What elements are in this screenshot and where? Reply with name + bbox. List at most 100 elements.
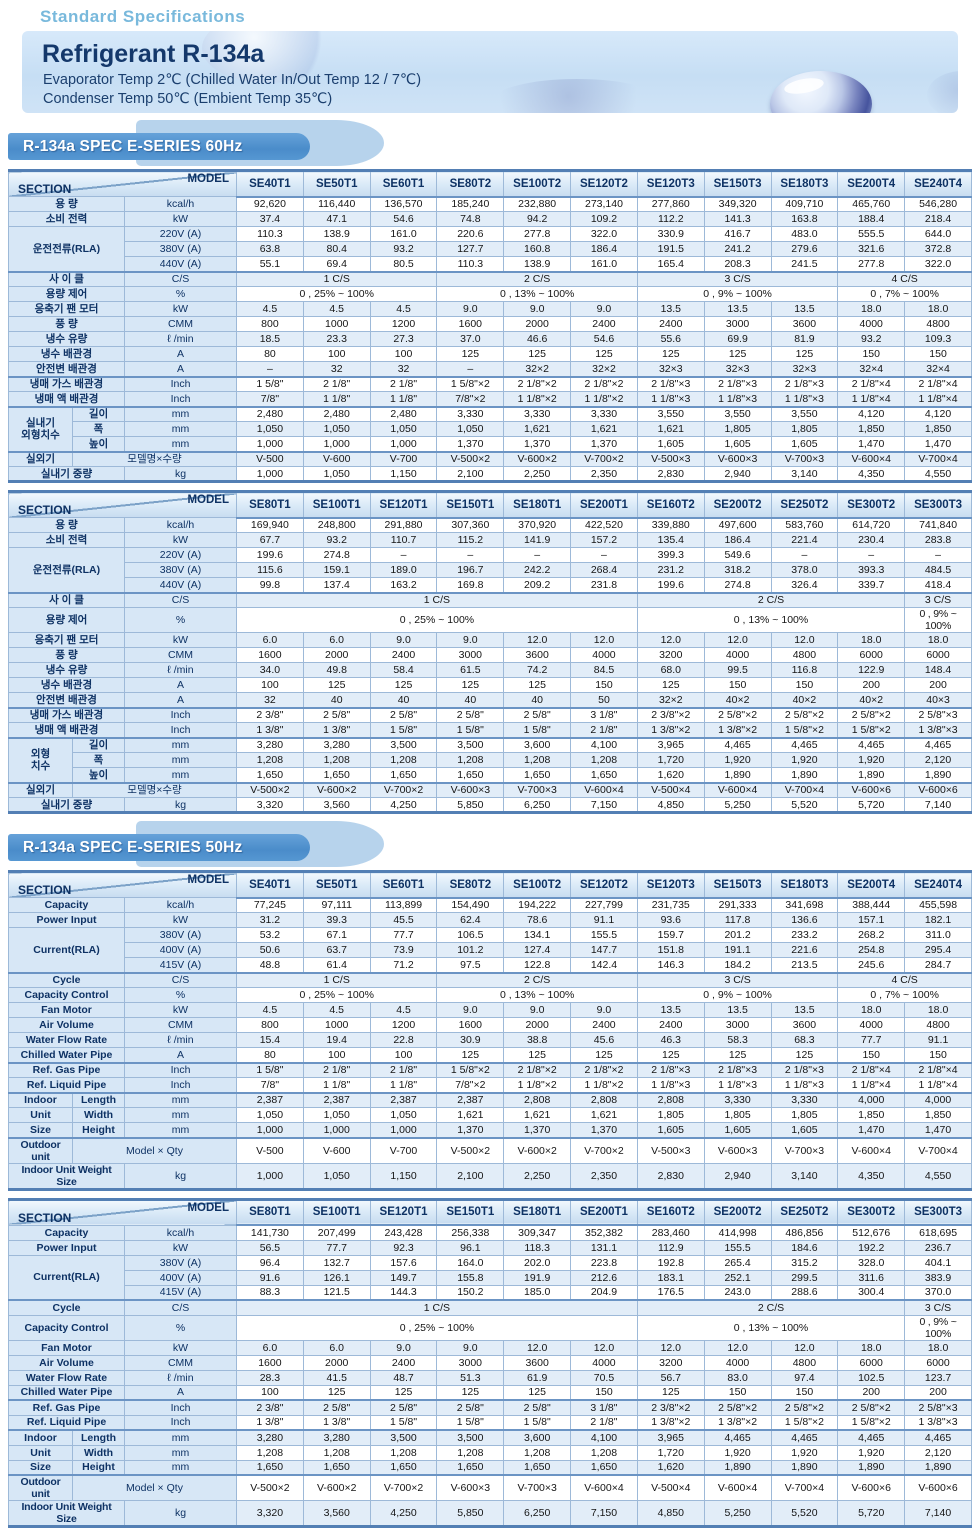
spec-span-value: 2 C/S [636,1299,906,1316]
spec-value: 41.5 [302,1369,371,1386]
row-label: 냉매 가스 배관경 [8,375,125,392]
spec-value: 2,808 [503,1091,572,1108]
spec-value: 4,465 [837,736,906,753]
row-label: Indoor Unit Weight Size [8,1500,125,1527]
spec-value: 248,800 [302,517,371,533]
row-unit: A [124,677,237,693]
table-row: Power Input kW 31.2 39.3 45.5 62.4 78.6 91.1 93.… [8,912,972,928]
spec-value: 1,208 [369,752,438,768]
spec-value: 2 5/8" [302,706,371,723]
spec-value: 4,120 [904,405,972,422]
row-label: 응축기 팬 모터 [8,632,125,648]
spec-value: 4,000 [837,1091,906,1108]
table-row: 380V (A) 115.6 159.1 189.0 196.7 242.2 268.4 23… [9,562,972,578]
spec-value: V-700×2 [570,450,638,467]
spec-value: 2,250 [503,466,572,482]
spec-value: 3 1/8" [570,706,638,723]
spec-value: 4800 [904,316,972,332]
model-header: SE240T4 [904,871,972,899]
spec-value: 1,370 [503,1122,572,1138]
model-header: SE300T2 [837,1198,906,1226]
spec-value: 1 5/8" [369,722,438,738]
spec-value: 3,965 [636,736,705,753]
spec-value: 1 5/8" [236,1061,304,1078]
spec-value: 1600 [436,316,505,332]
spec-value: 125 [636,346,705,362]
spec-value: 3600 [770,1017,839,1033]
spec-value: 69.4 [302,256,371,272]
spec-value: 6000 [837,647,906,663]
spec-value: 583,760 [770,517,839,533]
spec-value: 1,805 [636,1107,705,1123]
spec-value: 125 [503,677,572,693]
spec-value: 204.9 [570,1284,638,1301]
spec-value: 6000 [837,1354,906,1371]
spec-value: 1,850 [904,1107,972,1123]
spec-value: 49.8 [302,662,371,678]
row-unit: Inch [124,391,237,407]
spec-value: 5,520 [770,1500,839,1527]
spec-value: 299.5 [770,1269,839,1286]
row-unit: kg [124,466,237,482]
row-unit: mm [124,1122,237,1138]
spec-value: 4,465 [904,1429,972,1446]
spec-value: 4,550 [904,466,972,482]
spec-value: V-500×2 [436,450,505,467]
spec-value: 4,350 [837,466,906,482]
row-label: 사 이 클 [8,270,125,287]
spec-value: 27.3 [369,331,438,347]
row-unit: kcal/h [124,897,237,913]
spec-value: 147.7 [570,942,638,958]
spec-value: 1,650 [436,1459,505,1476]
row-label: Unit [8,1107,73,1123]
spec-span-value: 0 , 25% ~ 100% [235,286,438,302]
table-row: 냉매 액 배관경 Inch 7/8" 1 1/8" 1 1/8" 7/8"×2 1 1/8"… [8,391,972,407]
spec-value: 5,850 [436,1500,505,1527]
spec-value: 349,320 [703,196,772,212]
spec-value: 4,465 [904,736,972,753]
row-unit: kg [124,1162,237,1190]
spec-value: 3,550 [703,405,772,422]
spec-value: 159.7 [636,927,705,943]
corner-model-label: MODEL [187,173,229,185]
spec-value: 125 [636,1384,705,1401]
spec-value: 100 [236,1384,304,1401]
spec-value: 37.4 [236,211,304,227]
model-header: SE200T2 [703,491,772,519]
spec-value: 2,940 [703,466,772,482]
spec-value: 2 1/8"×3 [770,1061,839,1078]
spec-value: 2,387 [236,1091,304,1108]
spec-value: 1,650 [570,767,638,783]
table-row: 용 량 kcal/h 169,940 248,800 291,880 307,360 370… [8,517,972,533]
spec-value: 46.3 [636,1032,705,1048]
spec-value: 4,850 [636,797,705,813]
spec-value: 1 5/8"×2 [837,722,906,738]
spec-value: 2,940 [703,1162,772,1190]
spec-value: 2 5/8" [436,1399,505,1416]
table-row: 400V (A) 50.6 63.7 73.9 101.2 127.4 147.7 151.8… [9,942,972,958]
row-label: Indoor Unit Weight Size [8,1162,125,1190]
spec-value: V-700×2 [570,1136,638,1164]
row-unit: Inch [124,1414,237,1431]
spec-value: 150 [904,1047,972,1063]
spec-value: 125 [636,677,705,693]
spec-value: 1,650 [302,767,371,783]
spec-value: – [570,547,638,563]
spec-value: 34.0 [236,662,304,678]
spec-value: V-600×6 [904,781,972,798]
spec-value: 4,465 [703,736,772,753]
spec-value: 4,350 [837,1162,906,1190]
spec-value: 5,520 [770,797,839,813]
spec-value: V-600×4 [837,450,906,467]
spec-value: 200 [837,1384,906,1401]
spec-value: 132.7 [302,1254,371,1271]
row-unit: A [124,692,237,708]
row-sublabel: 폭 [72,752,125,768]
spec-value: 141.9 [503,532,572,548]
spec-value: 40×3 [904,692,972,708]
spec-value: 136,570 [369,196,438,212]
row-unit: mm [124,1459,237,1476]
spec-value: 2,387 [369,1091,438,1108]
model-header: SE180T1 [503,1198,572,1226]
row-unit: 415V (A) [124,1284,237,1301]
